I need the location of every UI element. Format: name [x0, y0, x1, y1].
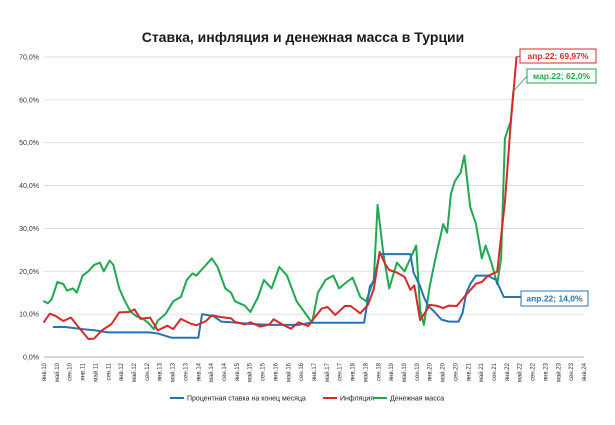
legend-label: Инфляция: [340, 396, 374, 403]
x-tick-label: май.19: [401, 362, 408, 382]
x-tick-label: май.16: [285, 362, 292, 382]
x-tick-label: май.13: [170, 362, 177, 382]
x-tick-label: май.22: [517, 362, 524, 382]
y-tick-label: 50,0%: [19, 140, 39, 147]
x-tick-label: сен.23: [569, 362, 575, 381]
x-tick-label: май.15: [247, 362, 254, 382]
x-tick-label: сен.16: [299, 362, 305, 381]
x-tick-label: янв.16: [273, 362, 279, 381]
x-tick-label: май.21: [478, 362, 485, 382]
y-axis-tick-labels: 0,0% 10,0% 20,0% 30,0% 40,0% 50,0% 60,0% 70,0%: [19, 55, 39, 362]
x-tick-label: сен.21: [492, 362, 498, 381]
x-axis-tick-labels: янв.10 май.10 сен.10 янв.11 май.11 сен.11 янв.…: [42, 362, 588, 382]
x-tick-label: янв.20: [428, 362, 434, 381]
x-tick-label: янв.10: [42, 362, 48, 381]
y-tick-label: 10,0%: [19, 312, 39, 319]
x-tick-label: янв.19: [389, 362, 395, 381]
legend: Процентная ставка на конец месяца Инфляци…: [170, 396, 444, 403]
x-tick-label: сен.11: [106, 362, 112, 380]
x-tick-label: май.23: [555, 362, 562, 382]
x-tick-label: сен.19: [415, 362, 421, 381]
x-tick-label: май.18: [362, 362, 369, 382]
x-tick-label: май.17: [324, 362, 331, 382]
y-tick-label: 0,0%: [23, 355, 39, 362]
callout-leader: [516, 55, 521, 58]
callouts: апр.22; 69,97% мар.22; 62,0% апр.22; 14,0%: [513, 48, 597, 307]
x-tick-label: янв.12: [119, 362, 125, 381]
legend-label: Денежная масса: [390, 396, 444, 403]
x-tick-label: сен.15: [261, 362, 267, 381]
x-tick-label: сен.18: [376, 362, 382, 381]
x-tick-label: сен.20: [453, 362, 459, 381]
callout-label: мар.22; 62,0%: [533, 71, 591, 81]
series-line-0: [52, 253, 528, 339]
x-tick-label: янв.18: [351, 362, 357, 381]
callout-label: апр.22; 14,0%: [526, 294, 583, 304]
x-tick-label: янв.24: [582, 362, 588, 381]
series-line-2: [43, 90, 515, 331]
chart-title: Ставка, инфляция и денежная масса в Турц…: [142, 29, 465, 45]
y-tick-label: 40,0%: [19, 183, 39, 190]
x-tick-label: сен.12: [145, 362, 151, 381]
callout-box: [519, 48, 597, 64]
x-tick-label: янв.22: [505, 362, 511, 381]
series-lines: [43, 56, 528, 340]
y-tick-label: 30,0%: [19, 226, 39, 233]
x-tick-label: янв.11: [81, 362, 87, 380]
callout-label: апр.22; 69,97%: [528, 51, 589, 61]
callout-leader: [513, 75, 528, 92]
x-tick-label: май.12: [131, 362, 138, 382]
x-tick-label: янв.13: [158, 362, 164, 381]
x-tick-label: сен.13: [183, 362, 189, 381]
x-tick-label: янв.23: [543, 362, 549, 381]
x-tick-label: янв.14: [196, 362, 202, 381]
x-tick-label: янв.15: [235, 362, 241, 381]
callout-box: [520, 290, 589, 307]
x-tick-label: май.20: [440, 362, 447, 382]
x-tick-label: май.11: [92, 362, 99, 381]
x-tick-label: сен.10: [68, 362, 74, 381]
x-tick-label: янв.21: [466, 362, 472, 381]
callout-box: [526, 68, 597, 84]
x-tick-label: янв.17: [312, 362, 318, 381]
x-tick-label: май.14: [208, 362, 215, 382]
y-tick-label: 20,0%: [19, 269, 39, 276]
y-tick-label: 70,0%: [19, 55, 39, 62]
x-tick-label: сен.17: [338, 362, 344, 381]
y-tick-label: 60,0%: [19, 97, 39, 104]
legend-label: Процентная ставка на конец месяца: [187, 396, 306, 403]
x-tick-label: май.10: [54, 362, 61, 382]
x-tick-label: сен.14: [222, 362, 228, 381]
x-tick-label: сен.22: [531, 362, 537, 381]
series-line-1: [43, 56, 518, 340]
